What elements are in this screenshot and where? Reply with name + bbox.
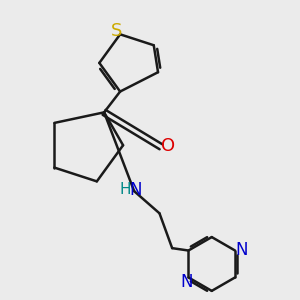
Text: S: S <box>111 22 122 40</box>
Text: N: N <box>181 273 193 291</box>
Text: N: N <box>130 181 142 199</box>
Text: N: N <box>236 241 248 259</box>
Text: H: H <box>120 182 131 197</box>
Text: O: O <box>161 136 175 154</box>
